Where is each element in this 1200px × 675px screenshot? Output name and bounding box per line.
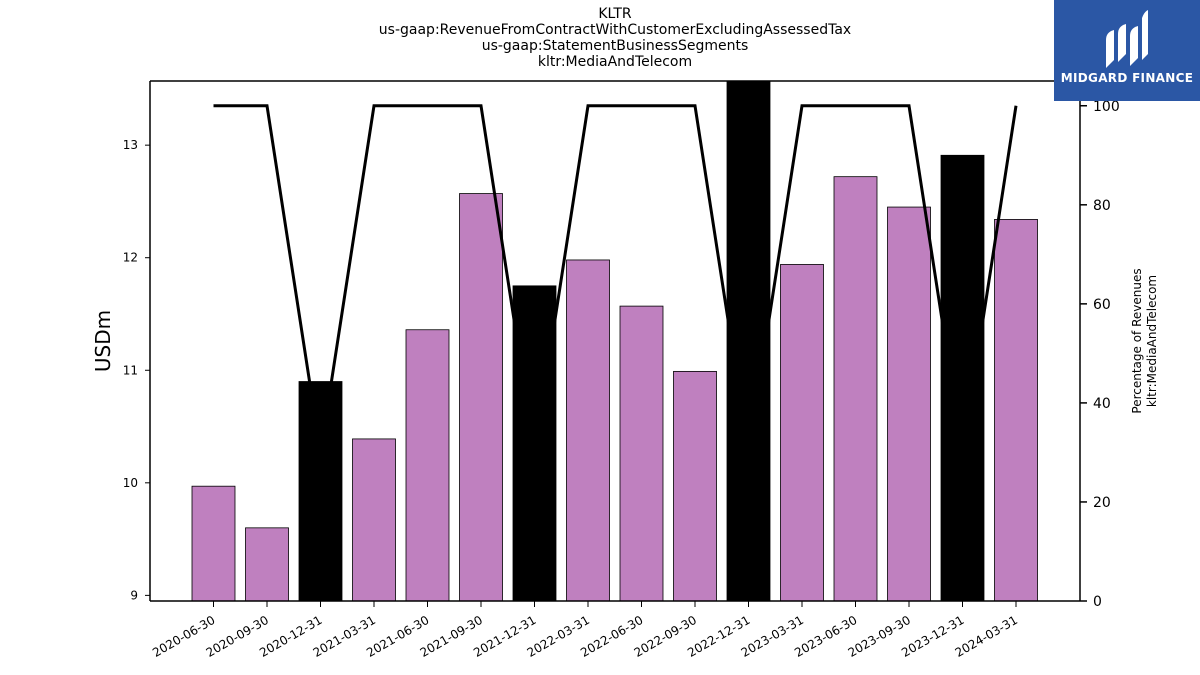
bar-2023-09-30 (887, 206, 931, 602)
y-tick-label-11: 11 (123, 363, 138, 377)
bars-layer (191, 80, 1038, 602)
y2-tick-label-40: 40 (1093, 396, 1111, 412)
bar-2020-12-31 (298, 381, 343, 602)
title-line-concept: us-gaap:RevenueFromContractWithCustomerE… (378, 22, 852, 38)
logo-text: MIDGARD FINANCE (1060, 71, 1194, 85)
y2-axis-label-line2: kltr:MediaAndTelecom (1145, 275, 1159, 407)
y-axis-label: USDm (91, 310, 115, 372)
bar-2020-09-30 (245, 527, 289, 602)
title-line-member: kltr:MediaAndTelecom (537, 54, 693, 70)
bar-2023-03-31 (780, 264, 824, 602)
bar-2021-09-30 (459, 193, 503, 602)
bar-2022-12-31 (726, 80, 771, 602)
y2-tick-label-80: 80 (1093, 198, 1111, 214)
bar-2021-03-31 (352, 438, 396, 602)
y2-tick-label-0: 0 (1093, 594, 1102, 610)
midgard-finance-logo: MIDGARD FINANCE (1054, 0, 1200, 101)
y-tick-label-13: 13 (123, 138, 138, 152)
chart-title: KLTR us-gaap:RevenueFromContractWithCust… (0, 6, 1200, 70)
y2-tick-label-20: 20 (1093, 495, 1111, 511)
bar-2023-06-30 (833, 176, 878, 602)
y-tick-label-10: 10 (123, 476, 138, 490)
title-line-ticker: KLTR (598, 6, 632, 22)
bar-2021-06-30 (405, 329, 450, 602)
logo-mark-icon (1106, 10, 1148, 68)
y2-tick-label-60: 60 (1093, 297, 1111, 313)
title-line-axis: us-gaap:StatementBusinessSegments (481, 38, 749, 54)
bar-2022-03-31 (566, 259, 610, 602)
bar-2024-03-31 (994, 219, 1038, 602)
percentage-line-layer (213, 104, 1018, 453)
bar-2022-06-30 (619, 305, 664, 602)
y2-axis-label-line1: Percentage of Revenues (1130, 268, 1144, 413)
bar-2020-06-30 (191, 485, 236, 602)
bar-2023-12-31 (940, 154, 985, 602)
y2-tick-label-100: 100 (1093, 99, 1120, 115)
percentage-line (213, 104, 1018, 453)
y-tick-label-12: 12 (123, 251, 138, 265)
y-tick-label-9: 9 (130, 588, 138, 602)
bar-2022-09-30 (673, 370, 717, 602)
